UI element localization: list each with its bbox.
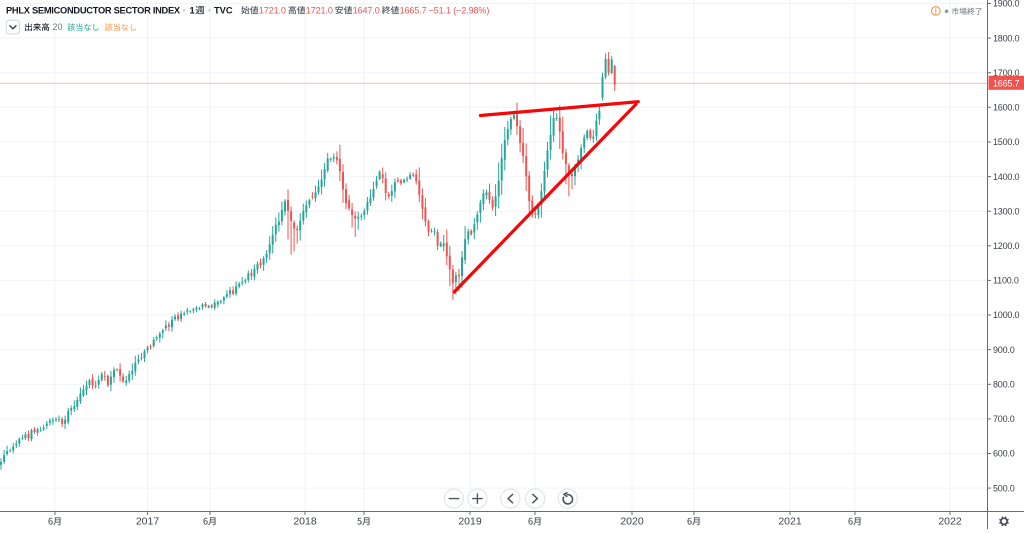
svg-text:1647.0: 1647.0	[353, 5, 380, 15]
svg-text:20: 20	[53, 22, 63, 32]
svg-text:700.0: 700.0	[993, 414, 1015, 424]
svg-text:1800.0: 1800.0	[993, 33, 1020, 43]
svg-text:1600.0: 1600.0	[993, 103, 1020, 113]
svg-text:1200.0: 1200.0	[993, 241, 1020, 251]
svg-text:−51.1 (−2.98%): −51.1 (−2.98%)	[429, 5, 490, 15]
svg-text:2017: 2017	[136, 516, 160, 528]
svg-text:1500.0: 1500.0	[993, 137, 1020, 147]
svg-text:1665.7: 1665.7	[400, 5, 427, 15]
svg-text:1721.0: 1721.0	[306, 5, 333, 15]
svg-text:1400.0: 1400.0	[993, 172, 1020, 182]
svg-text:1665.7: 1665.7	[993, 79, 1020, 89]
svg-text:500.0: 500.0	[993, 483, 1015, 493]
svg-text:2018: 2018	[293, 516, 317, 528]
svg-text:1300.0: 1300.0	[993, 206, 1020, 216]
svg-text:800.0: 800.0	[993, 380, 1015, 390]
svg-text:1721.0: 1721.0	[259, 5, 286, 15]
svg-text:600.0: 600.0	[993, 449, 1015, 459]
svg-text:2022: 2022	[938, 516, 962, 528]
svg-text:1900.0: 1900.0	[993, 0, 1020, 9]
svg-text:PHLX SEMICONDUCTOR SECTOR INDE: PHLX SEMICONDUCTOR SECTOR INDEX	[6, 6, 181, 16]
svg-text:1100.0: 1100.0	[993, 276, 1019, 286]
svg-text:2020: 2020	[620, 516, 644, 528]
svg-text:TVC: TVC	[214, 6, 233, 16]
svg-text:2021: 2021	[778, 516, 802, 528]
svg-text:2019: 2019	[458, 516, 482, 528]
svg-text:1: 1	[190, 6, 195, 16]
svg-text:1000.0: 1000.0	[993, 310, 1020, 320]
svg-text:900.0: 900.0	[993, 345, 1015, 355]
